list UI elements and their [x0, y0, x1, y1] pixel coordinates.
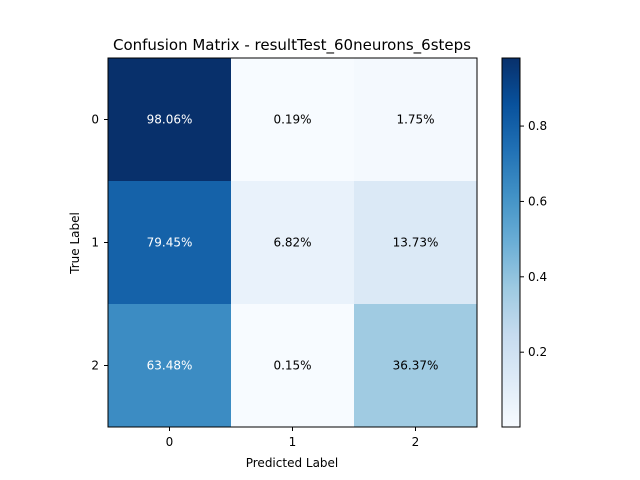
heatmap-cell — [231, 58, 355, 182]
heatmap-cell — [108, 181, 232, 305]
x-axis-label: Predicted Label — [246, 456, 339, 470]
heatmap-cell — [354, 58, 478, 182]
colorbar-tick-label: 0.8 — [528, 119, 547, 133]
x-tick-label: 0 — [166, 435, 174, 449]
cell-value-label: 98.06% — [147, 113, 193, 127]
colorbar — [501, 57, 521, 428]
cell-value-label: 79.45% — [147, 236, 193, 250]
y-axis-label: True Label — [68, 212, 82, 275]
y-tick-label: 2 — [91, 359, 99, 373]
colorbar-ticks: 0.2 0.4 0.6 0.8 — [520, 119, 547, 359]
x-tick-label: 2 — [412, 435, 420, 449]
x-tick-label: 1 — [289, 435, 297, 449]
y-tick-label: 1 — [91, 236, 99, 250]
colorbar-tick-label: 0.4 — [528, 270, 547, 284]
chart-title: Confusion Matrix - resultTest_60neurons_… — [113, 36, 471, 55]
x-axis-ticks: 0 1 2 — [166, 427, 420, 449]
y-axis-ticks: 0 1 2 — [91, 113, 108, 373]
heatmap-cell — [354, 304, 478, 428]
cell-value-label: 36.37% — [393, 359, 439, 373]
heatmap-cell-labels: 98.06% 0.19% 1.75% 79.45% 6.82% 13.73% 63.48% 0… — [147, 113, 439, 373]
cell-value-label: 63.48% — [147, 359, 193, 373]
heatmap-cell — [231, 304, 355, 428]
heatmap-cell — [231, 181, 355, 305]
heatmap-cells — [108, 58, 478, 428]
cell-value-label: 0.19% — [273, 113, 311, 127]
cell-value-label: 13.73% — [393, 236, 439, 250]
cell-value-label: 1.75% — [396, 113, 434, 127]
heatmap-cell — [354, 181, 478, 305]
colorbar-tick-label: 0.2 — [528, 345, 547, 359]
cell-value-label: 6.82% — [273, 236, 311, 250]
cell-value-label: 0.15% — [273, 359, 311, 373]
heatmap-cell — [108, 58, 232, 182]
heatmap-cell — [108, 304, 232, 428]
colorbar-tick-label: 0.6 — [528, 194, 547, 208]
y-tick-label: 0 — [91, 113, 99, 127]
